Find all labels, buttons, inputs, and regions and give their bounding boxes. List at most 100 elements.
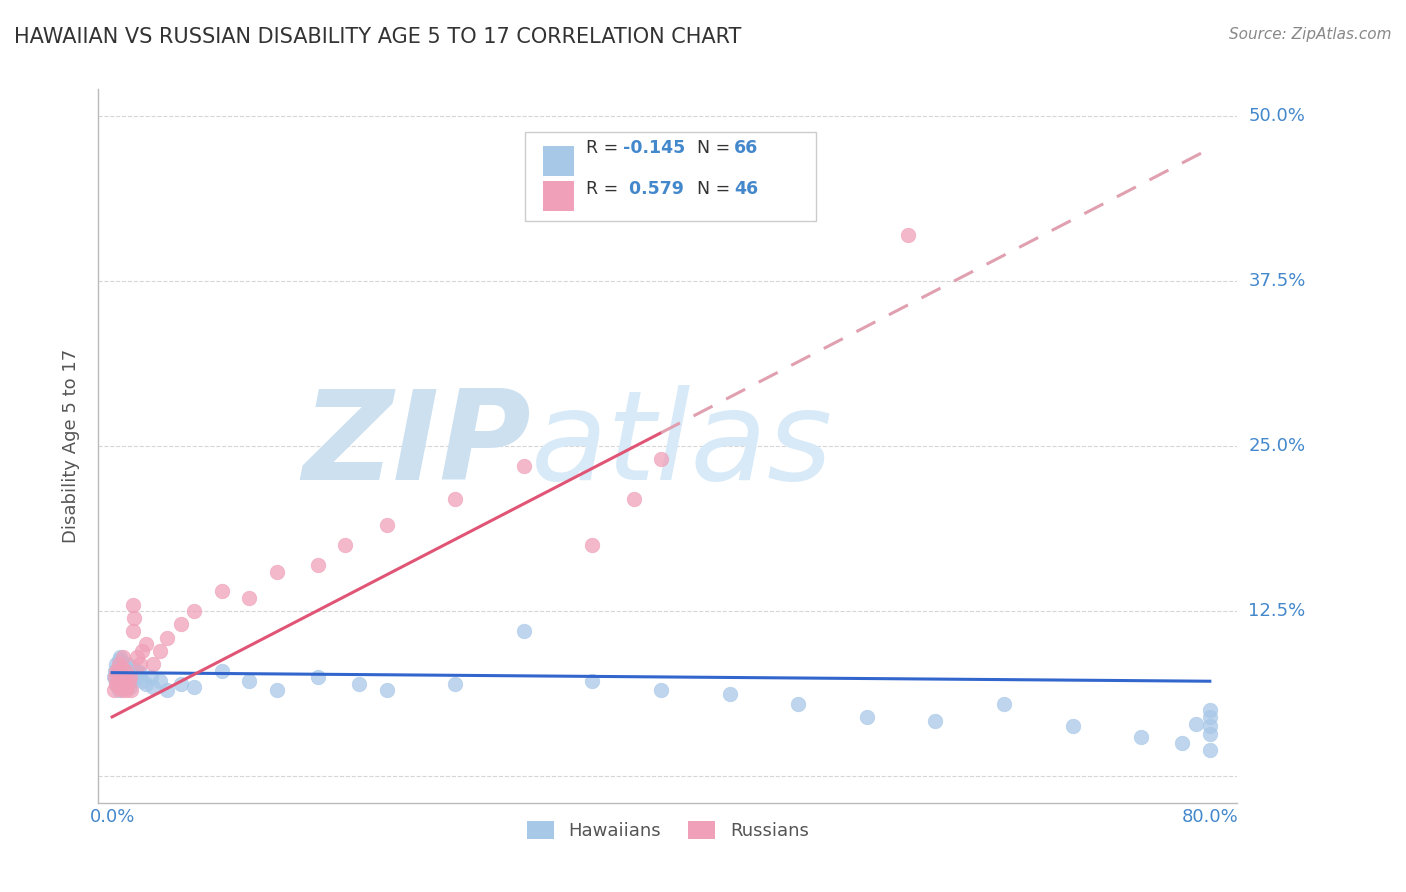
Point <box>112 665 135 679</box>
Point <box>122 611 145 625</box>
Point <box>107 666 129 681</box>
Point <box>211 584 233 599</box>
Point <box>114 669 136 683</box>
Text: -0.145: -0.145 <box>623 139 686 157</box>
Point <box>115 677 138 691</box>
Point <box>307 558 329 572</box>
Point <box>105 664 128 678</box>
Point <box>114 674 136 689</box>
Point <box>444 491 467 506</box>
Text: 25.0%: 25.0% <box>1249 437 1306 455</box>
Text: 0.579: 0.579 <box>623 180 685 198</box>
Point <box>122 665 145 679</box>
Point <box>1198 710 1220 724</box>
Point <box>1185 716 1208 731</box>
Point <box>108 653 131 667</box>
FancyBboxPatch shape <box>543 180 575 211</box>
Legend: Hawaiians, Russians: Hawaiians, Russians <box>520 814 815 847</box>
Point <box>114 659 136 673</box>
Text: R =: R = <box>586 180 624 198</box>
Point <box>117 670 139 684</box>
Point <box>105 657 128 671</box>
Text: 37.5%: 37.5% <box>1249 272 1306 290</box>
Point <box>1062 719 1084 733</box>
Text: ZIP: ZIP <box>302 385 531 507</box>
Point <box>121 598 143 612</box>
Point <box>110 677 132 691</box>
FancyBboxPatch shape <box>543 145 575 176</box>
Point <box>375 518 398 533</box>
Point <box>581 538 603 552</box>
Point <box>142 680 165 694</box>
Point <box>131 674 153 689</box>
Point <box>1198 727 1220 741</box>
Point <box>117 664 139 678</box>
Point <box>104 664 127 678</box>
Point <box>238 591 260 605</box>
Point <box>1198 719 1220 733</box>
Point <box>1130 730 1153 744</box>
Point <box>111 670 134 684</box>
Point <box>121 661 143 675</box>
Point <box>183 604 205 618</box>
Point <box>335 538 357 552</box>
Point <box>307 670 329 684</box>
Point <box>117 674 139 689</box>
Point <box>110 665 132 679</box>
Text: 12.5%: 12.5% <box>1249 602 1306 620</box>
Point <box>115 657 138 671</box>
Point <box>105 677 128 691</box>
Point <box>107 661 129 675</box>
Point <box>170 677 193 691</box>
Point <box>112 650 135 665</box>
Point <box>127 669 149 683</box>
Point <box>112 677 135 691</box>
Point <box>108 683 131 698</box>
Point <box>623 491 645 506</box>
Point <box>513 624 536 638</box>
Point <box>156 631 179 645</box>
Point <box>103 670 125 684</box>
Point <box>120 683 142 698</box>
Point <box>115 683 138 698</box>
Point <box>104 670 127 684</box>
Point <box>1171 736 1194 750</box>
Text: Source: ZipAtlas.com: Source: ZipAtlas.com <box>1229 27 1392 42</box>
Point <box>124 670 146 684</box>
Point <box>139 670 162 684</box>
Point <box>131 644 153 658</box>
Point <box>125 650 148 665</box>
Point <box>128 666 150 681</box>
Point <box>115 664 138 678</box>
Point <box>170 617 193 632</box>
Point <box>1198 743 1220 757</box>
Point <box>107 666 129 681</box>
Text: 66: 66 <box>734 139 758 157</box>
Point <box>118 670 141 684</box>
Point <box>111 683 134 698</box>
Point <box>110 650 132 665</box>
Y-axis label: Disability Age 5 to 17: Disability Age 5 to 17 <box>62 349 80 543</box>
FancyBboxPatch shape <box>526 132 815 221</box>
Point <box>149 644 172 658</box>
Point <box>107 674 129 689</box>
Point <box>149 674 172 689</box>
Point <box>856 710 879 724</box>
Point <box>115 664 138 678</box>
Point <box>115 680 138 694</box>
Point <box>115 666 138 681</box>
Point <box>115 674 138 689</box>
Point <box>238 674 260 689</box>
Point <box>125 664 148 678</box>
Point <box>111 661 134 675</box>
Point <box>513 458 536 473</box>
Point <box>375 683 398 698</box>
Point <box>924 714 946 728</box>
Point <box>112 656 135 670</box>
Text: N =: N = <box>697 180 737 198</box>
Point <box>105 677 128 691</box>
Point <box>993 697 1015 711</box>
Point <box>108 657 131 671</box>
Point <box>1198 703 1220 717</box>
Point <box>650 683 672 698</box>
